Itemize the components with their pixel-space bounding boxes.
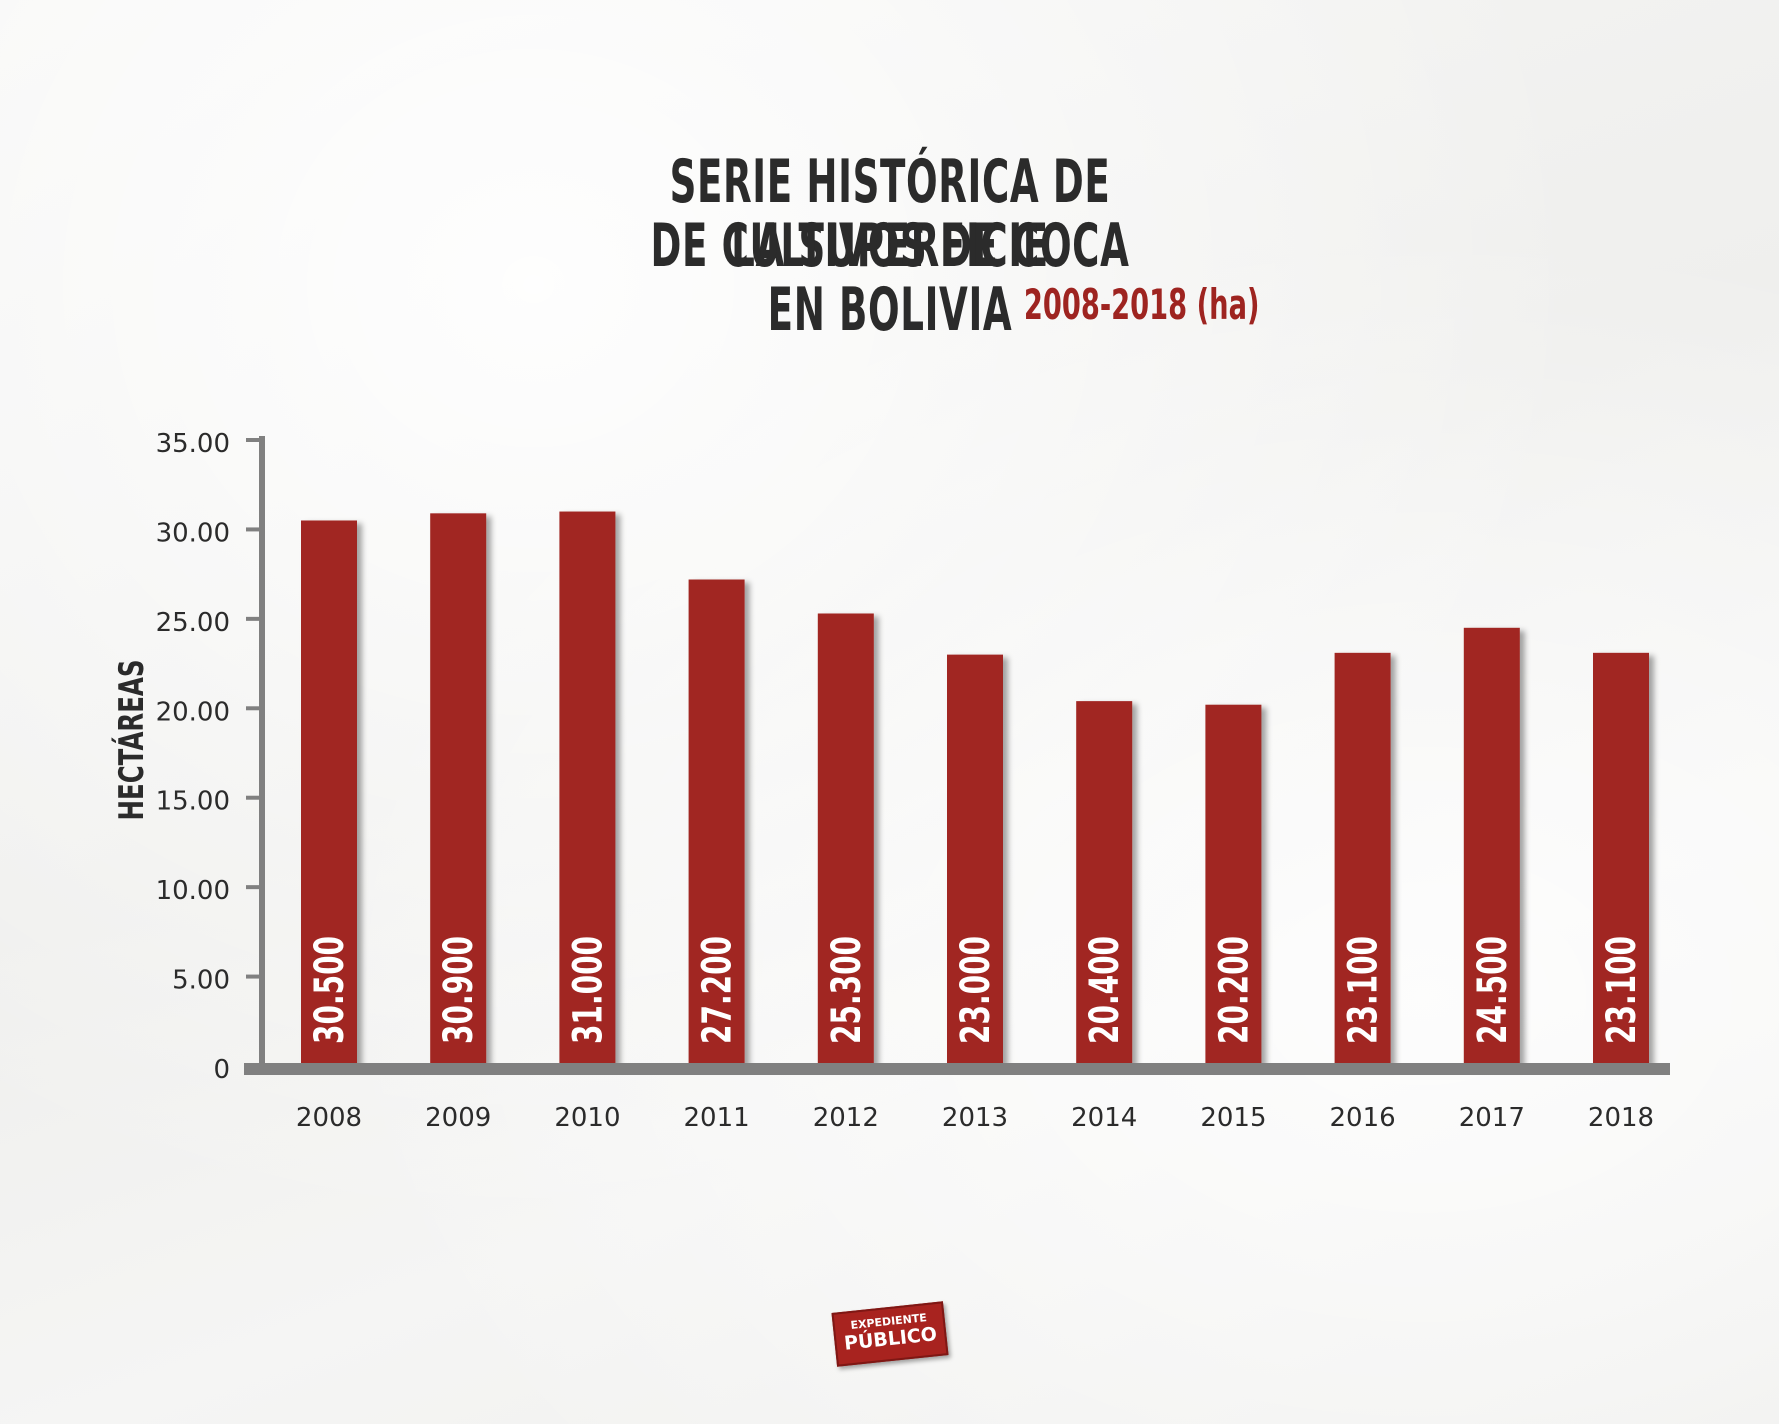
- bar-value-label: 30.500: [307, 936, 353, 1044]
- bar-2009: [430, 513, 487, 1066]
- y-tick-label: 20.00: [156, 697, 230, 727]
- x-tick-label: 2013: [942, 1103, 1008, 1133]
- bar-2013: [947, 654, 1003, 1066]
- bar-value-label: 20.200: [1211, 936, 1257, 1044]
- bar-2012: [817, 613, 874, 1066]
- y-tick-label: 10.00: [156, 876, 230, 906]
- y-tick-label: 15.00: [156, 787, 230, 817]
- bar-value-label: 23.000: [953, 936, 999, 1044]
- bar-2011: [688, 579, 745, 1066]
- bar-value-label: 25.300: [824, 936, 870, 1044]
- x-tick-label: 2009: [425, 1103, 491, 1133]
- bar-2010: [559, 511, 616, 1066]
- y-tick-label: 0: [213, 1055, 230, 1085]
- x-tick-label: 2018: [1588, 1103, 1654, 1133]
- chart-title-line-2: DE CULTIVOS DE COCA EN BOLIVIA: [650, 211, 1130, 345]
- x-tick-label: 2015: [1200, 1103, 1266, 1133]
- x-tick-label: 2011: [684, 1103, 750, 1133]
- y-tick-label: 35.00: [156, 429, 230, 459]
- x-tick-label: 2012: [813, 1103, 879, 1133]
- bar-value-label: 24.500: [1470, 936, 1516, 1044]
- y-tick-label: 25.00: [156, 608, 230, 638]
- bar-2014: [1076, 701, 1133, 1066]
- bar-2018: [1593, 652, 1649, 1066]
- bar-2016: [1334, 652, 1391, 1066]
- bar-value-label: 23.100: [1599, 936, 1645, 1044]
- y-axis-title: HECTÁREAS: [111, 660, 151, 821]
- bar-2008: [301, 520, 357, 1066]
- bar-2017: [1463, 627, 1520, 1066]
- x-tick-label: 2014: [1071, 1103, 1137, 1133]
- y-tick-label: 5.00: [172, 966, 230, 996]
- x-tick-label: 2010: [554, 1103, 620, 1133]
- x-tick-label: 2016: [1330, 1103, 1396, 1133]
- x-tick-label: 2008: [296, 1103, 362, 1133]
- bar-value-label: 31.000: [565, 936, 611, 1044]
- chart-subtitle: 2008-2018 (ha): [1023, 280, 1259, 329]
- chart-title-line-1: SERIE HISTÓRICA DE LA SUPERFICIE: [669, 147, 1111, 281]
- bar-value-label: 27.200: [695, 936, 741, 1044]
- x-tick-label: 2017: [1459, 1103, 1525, 1133]
- bar-2015: [1205, 704, 1262, 1066]
- bar-value-label: 20.400: [1082, 936, 1128, 1044]
- bar-value-label: 23.100: [1341, 936, 1387, 1044]
- y-tick-label: 30.00: [156, 518, 230, 548]
- bar-value-label: 30.900: [436, 936, 482, 1044]
